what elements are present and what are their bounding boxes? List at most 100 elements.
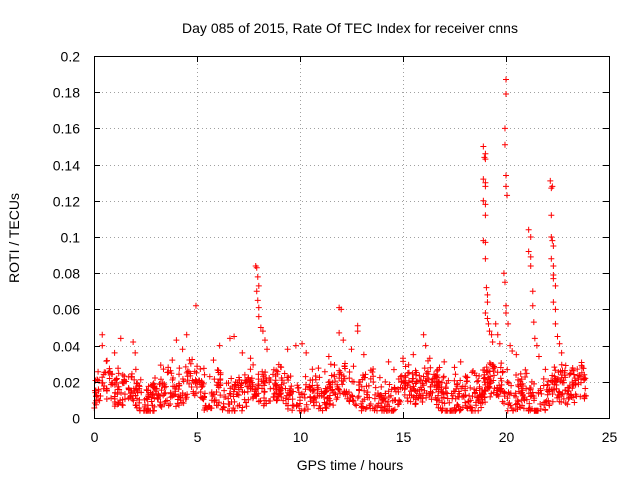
data-point bbox=[574, 366, 581, 373]
data-point bbox=[499, 368, 506, 375]
data-point bbox=[241, 396, 248, 403]
data-point bbox=[527, 385, 534, 392]
data-point bbox=[112, 389, 119, 396]
data-point bbox=[231, 333, 238, 340]
data-point bbox=[422, 342, 429, 349]
data-point bbox=[196, 377, 203, 384]
data-point bbox=[558, 398, 565, 405]
data-point bbox=[289, 388, 296, 395]
data-point bbox=[216, 342, 223, 349]
data-point bbox=[95, 396, 102, 403]
data-point bbox=[573, 393, 580, 400]
data-point bbox=[440, 394, 447, 401]
data-point bbox=[190, 388, 197, 395]
data-point bbox=[402, 363, 409, 370]
data-point bbox=[501, 125, 508, 132]
data-point bbox=[503, 183, 509, 190]
data-point bbox=[491, 372, 498, 379]
data-point bbox=[243, 403, 250, 410]
data-point bbox=[513, 371, 520, 378]
data-point bbox=[452, 371, 459, 378]
data-point bbox=[259, 385, 266, 392]
data-point bbox=[164, 369, 171, 376]
data-point bbox=[350, 363, 357, 370]
data-point bbox=[361, 396, 368, 403]
data-point bbox=[119, 402, 126, 409]
data-point bbox=[468, 407, 475, 414]
data-point bbox=[433, 373, 440, 380]
y-tick-label: 0.02 bbox=[53, 375, 80, 391]
data-point bbox=[344, 390, 351, 397]
data-point bbox=[475, 393, 482, 400]
data-point bbox=[405, 361, 412, 368]
data-point bbox=[257, 397, 264, 404]
data-point bbox=[520, 405, 527, 412]
data-point bbox=[193, 369, 200, 376]
data-point bbox=[251, 388, 258, 395]
data-point bbox=[417, 395, 424, 402]
data-point bbox=[151, 383, 158, 390]
data-point bbox=[460, 393, 467, 400]
data-point bbox=[429, 389, 436, 396]
data-point bbox=[429, 376, 436, 383]
data-point bbox=[488, 390, 495, 397]
data-point bbox=[141, 396, 148, 403]
data-point bbox=[562, 362, 569, 369]
data-point bbox=[205, 404, 212, 411]
data-point bbox=[156, 393, 163, 400]
data-point bbox=[255, 304, 262, 311]
data-point bbox=[99, 331, 106, 338]
x-tick-labels: 0 5 10 15 20 25 bbox=[91, 429, 618, 445]
data-point bbox=[334, 385, 341, 392]
data-point bbox=[201, 407, 208, 414]
data-point bbox=[330, 389, 337, 396]
data-point bbox=[546, 400, 553, 407]
data-point bbox=[137, 376, 144, 383]
data-point bbox=[503, 91, 509, 98]
data-point bbox=[157, 376, 164, 383]
data-point bbox=[385, 358, 392, 365]
data-point bbox=[356, 387, 363, 394]
data-point bbox=[386, 381, 393, 388]
data-point bbox=[125, 373, 132, 380]
data-point bbox=[503, 172, 509, 179]
data-point bbox=[487, 393, 494, 400]
data-point bbox=[130, 385, 137, 392]
data-point bbox=[355, 381, 362, 388]
data-point bbox=[132, 402, 139, 409]
data-point bbox=[370, 379, 377, 386]
data-point bbox=[346, 375, 353, 382]
data-point bbox=[156, 381, 163, 388]
y-tick-label: 0.14 bbox=[53, 158, 80, 174]
data-point bbox=[494, 369, 501, 376]
data-point bbox=[426, 355, 433, 362]
data-point bbox=[482, 201, 489, 208]
data-point bbox=[251, 391, 258, 398]
data-point bbox=[570, 367, 577, 374]
data-point bbox=[111, 349, 118, 356]
data-point bbox=[238, 380, 245, 387]
data-point bbox=[171, 383, 178, 390]
data-point bbox=[436, 379, 443, 386]
data-point bbox=[326, 378, 333, 385]
data-point bbox=[333, 396, 340, 403]
data-point bbox=[285, 396, 292, 403]
data-point bbox=[551, 364, 558, 371]
data-point bbox=[454, 383, 461, 390]
data-point bbox=[309, 366, 316, 373]
data-point bbox=[355, 393, 362, 400]
data-point bbox=[486, 384, 493, 391]
data-point bbox=[551, 381, 558, 388]
data-point bbox=[99, 374, 106, 381]
data-point bbox=[247, 366, 254, 373]
data-point bbox=[435, 379, 442, 386]
data-point bbox=[193, 384, 200, 391]
y-tick-label: 0.1 bbox=[61, 230, 81, 246]
data-point bbox=[480, 197, 487, 204]
data-point bbox=[400, 355, 406, 362]
data-point bbox=[176, 371, 183, 378]
data-point bbox=[499, 398, 506, 405]
data-point bbox=[483, 364, 490, 371]
data-point bbox=[544, 382, 551, 389]
data-point bbox=[208, 405, 215, 412]
